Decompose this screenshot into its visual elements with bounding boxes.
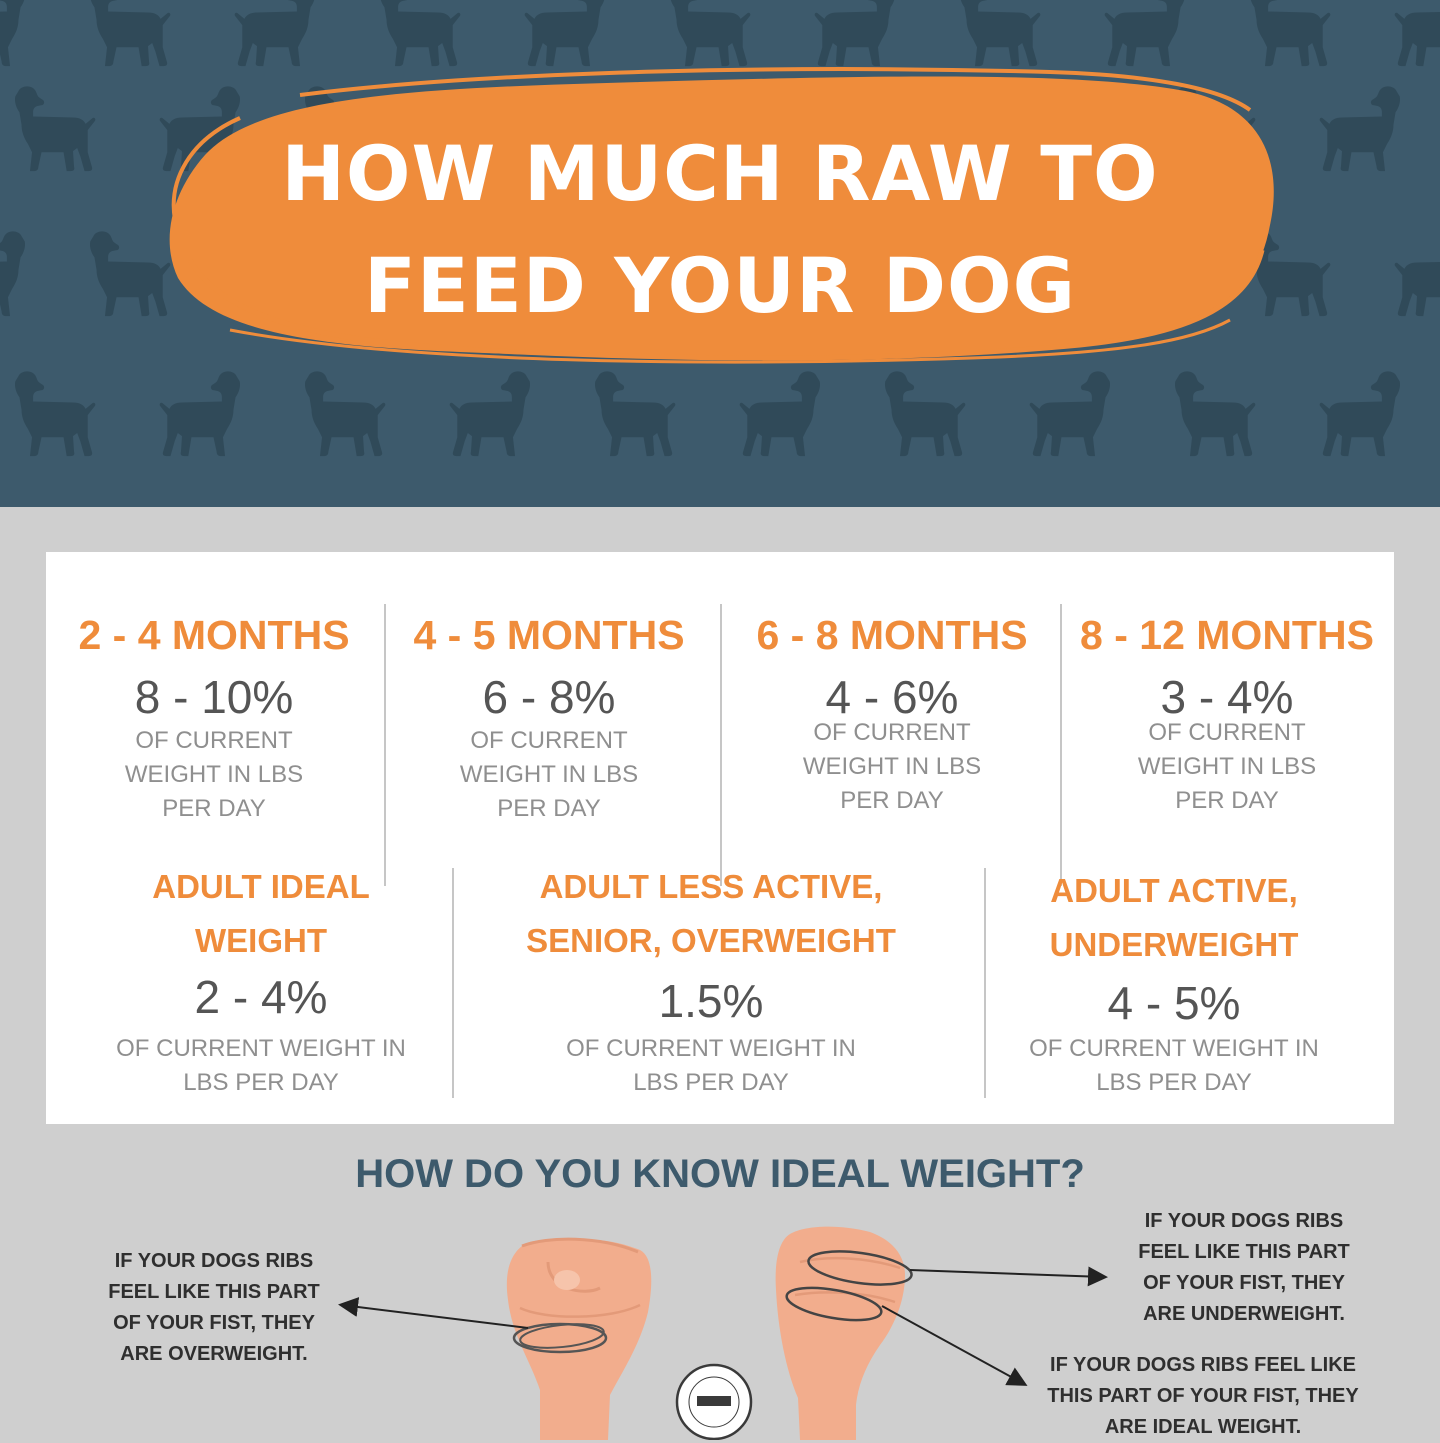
stage-adult-ideal: ADULT IDEAL WEIGHT 2 - 4% OF CURRENT WEI…	[86, 860, 436, 1100]
divider	[720, 604, 722, 886]
arrow-underweight	[909, 1266, 1108, 1287]
stage-note: OF CURRENT WEIGHT IN LBS PER DAY	[566, 1035, 856, 1096]
stage-adult-label: ADULT ACTIVE, UNDERWEIGHT	[1049, 872, 1299, 963]
divider	[384, 604, 386, 886]
stage-note: OF CURRENT WEIGHT IN LBS PER DAY	[1029, 1035, 1319, 1096]
stage-percent: 3 - 4%	[1160, 671, 1294, 723]
stage-adult-active: ADULT ACTIVE, UNDERWEIGHT 4 - 5% OF CURR…	[996, 864, 1352, 1100]
orange-brush-blob	[169, 67, 1274, 364]
stage-percent: 8 - 10%	[134, 671, 294, 723]
stage-percent: 1.5%	[658, 975, 764, 1027]
stage-6-8-months: 6 - 8 MONTHS 4 - 6% OF CURRENT WEIGHT IN…	[726, 612, 1058, 818]
stage-note: OF CURRENT WEIGHT IN LBS PER DAY	[802, 719, 982, 814]
stage-percent: 4 - 5%	[1107, 977, 1241, 1029]
stage-percent: 6 - 8%	[482, 671, 616, 723]
stage-note: OF CURRENT WEIGHT IN LBS PER DAY	[459, 727, 639, 822]
ideal-callout: IF YOUR DOGS RIBS FEEL LIKE THIS PART OF…	[1047, 1354, 1359, 1438]
stage-percent: 4 - 6%	[825, 671, 959, 723]
stage-note: OF CURRENT WEIGHT IN LBS PER DAY	[124, 727, 304, 822]
title-line-1: HOW MUCH RAW TO	[281, 129, 1159, 218]
feeding-chart-card: 2 - 4 MONTHS 8 - 10% OF CURRENT WEIGHT I…	[46, 552, 1394, 1124]
underweight-callout: IF YOUR DOGS RIBS FEEL LIKE THIS PART OF…	[1138, 1210, 1350, 1325]
stage-age-label: 2 - 4 MONTHS	[78, 612, 350, 658]
stage-8-12-months: 8 - 12 MONTHS 3 - 4% OF CURRENT WEIGHT I…	[1066, 612, 1388, 818]
page-title: HOW MUCH RAW TO FEED YOUR DOG	[250, 118, 1190, 342]
left-fist-icon	[506, 1237, 652, 1440]
divider	[452, 868, 454, 1098]
arrow-overweight	[338, 1297, 529, 1329]
stage-percent: 2 - 4%	[194, 971, 328, 1023]
stage-4-5-months: 4 - 5 MONTHS 6 - 8% OF CURRENT WEIGHT IN…	[390, 612, 708, 826]
foundation-raw-logo	[675, 1363, 753, 1440]
divider	[984, 868, 986, 1098]
divider	[1060, 604, 1062, 886]
stage-adult-label: ADULT IDEAL WEIGHT	[152, 868, 370, 959]
stage-age-label: 6 - 8 MONTHS	[756, 612, 1028, 658]
arrow-ideal	[881, 1305, 1028, 1386]
stage-note: OF CURRENT WEIGHT IN LBS PER DAY	[1137, 719, 1317, 814]
stage-adult-less-active: ADULT LESS ACTIVE, SENIOR, OVERWEIGHT 1.…	[466, 860, 956, 1100]
right-fist-icon	[775, 1226, 913, 1440]
overweight-callout: IF YOUR DOGS RIBS FEEL LIKE THIS PART OF…	[108, 1250, 320, 1365]
stage-2-4-months: 2 - 4 MONTHS 8 - 10% OF CURRENT WEIGHT I…	[54, 612, 374, 826]
ideal-weight-heading: HOW DO YOU KNOW IDEAL WEIGHT?	[355, 1152, 1085, 1196]
stage-note: OF CURRENT WEIGHT IN LBS PER DAY	[116, 1035, 406, 1096]
stage-age-label: 8 - 12 MONTHS	[1080, 612, 1374, 658]
hero-banner: HOW MUCH RAW TO FEED YOUR DOG	[0, 0, 1440, 507]
stage-adult-label: ADULT LESS ACTIVE, SENIOR, OVERWEIGHT	[526, 868, 896, 959]
title-line-2: FEED YOUR DOG	[364, 241, 1076, 330]
stage-age-label: 4 - 5 MONTHS	[413, 612, 685, 658]
